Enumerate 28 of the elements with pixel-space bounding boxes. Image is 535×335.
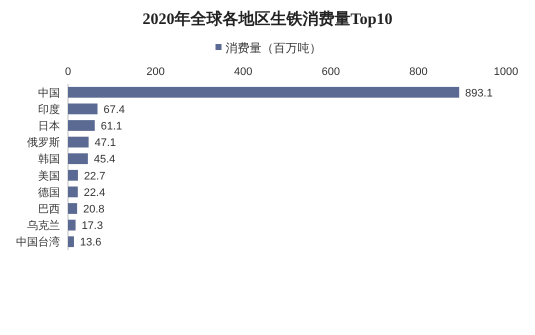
- x-tick: 1000: [494, 66, 518, 78]
- y-tick: 中国台湾: [16, 236, 60, 249]
- y-tick: 中国: [38, 87, 60, 100]
- x-tick: 400: [234, 66, 252, 78]
- data-label: 22.7: [84, 170, 106, 182]
- legend-label: 消费量（百万吨）: [226, 41, 322, 55]
- x-tick: 800: [409, 66, 428, 78]
- x-tick: 200: [146, 66, 165, 78]
- y-tick: 美国: [38, 170, 60, 182]
- y-tick: 韩国: [38, 154, 60, 166]
- y-tick: 巴西: [38, 204, 60, 216]
- data-label: 67.4: [104, 104, 125, 116]
- title: 2020年全球各地区生铁消费量Top10: [142, 11, 393, 28]
- data-label: 47.1: [94, 137, 116, 150]
- data-label: 61.1: [100, 120, 122, 132]
- data-label: 13.6: [80, 236, 102, 249]
- data-label: 22.4: [84, 186, 106, 199]
- y-tick: 德国: [38, 186, 60, 199]
- y-tick: 日本: [38, 120, 60, 132]
- data-label: 20.8: [83, 204, 105, 216]
- y-tick: 印度: [38, 104, 60, 116]
- y-tick: 俄罗斯: [27, 137, 60, 150]
- data-label: 45.4: [94, 154, 116, 166]
- data-label: 893.1: [465, 87, 493, 100]
- y-tick: 乌克兰: [27, 220, 60, 232]
- x-tick: 600: [322, 66, 340, 78]
- x-tick: 0: [64, 66, 72, 78]
- data-label: 17.3: [82, 220, 103, 232]
